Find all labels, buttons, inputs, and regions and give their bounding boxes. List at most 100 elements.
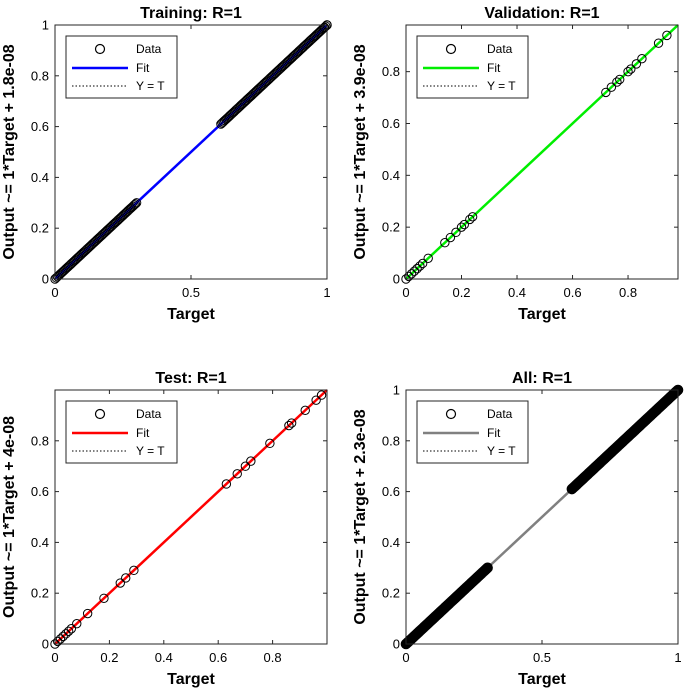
data-point [467, 212, 478, 222]
data-point [626, 64, 636, 74]
legend-data-marker [94, 408, 106, 420]
subplot-title: Validation: R=1 [484, 5, 599, 22]
y-tick-label: 0.6 [31, 119, 49, 134]
data-point [53, 636, 63, 647]
data-point [115, 578, 125, 588]
legend-entry-3: Y = T [487, 79, 516, 93]
y-tick-label: 0.6 [382, 484, 400, 499]
x-axis-label: Target [167, 306, 215, 323]
fit-line [405, 24, 679, 280]
legend-entry-1: Data [136, 42, 162, 56]
data-point [465, 214, 475, 225]
x-tick-label: 0.8 [264, 650, 282, 665]
data-point [129, 565, 139, 576]
data-point [662, 30, 672, 41]
legend-data-marker [445, 408, 457, 420]
subplot-4: 0 0.5 1 0 0.2 0.4 0.6 0.8 1 All: R=1 Target Output … [352, 370, 684, 688]
data-point [451, 227, 461, 238]
x-tick-label: 0 [402, 285, 409, 300]
data-point [72, 618, 82, 629]
data-point [637, 53, 647, 64]
legend-entry-3: Y = T [136, 444, 165, 458]
legend-entry-2: Fit [136, 61, 150, 75]
x-tick-label: 0.6 [209, 650, 227, 665]
axes-box [54, 389, 328, 645]
y-tick-label: 0.4 [382, 168, 400, 183]
data-point [286, 418, 297, 428]
x-tick-label: 1 [323, 285, 330, 300]
data-point [412, 263, 422, 274]
y-tick-label: 0.4 [382, 535, 400, 550]
legend: Data Fit Y = T [416, 400, 529, 464]
data-point [631, 59, 642, 69]
x-tick-label: 0.2 [452, 285, 470, 300]
data-point [82, 608, 93, 619]
data-point [121, 573, 131, 583]
y-tick-label: 0 [42, 637, 49, 652]
data-point [61, 629, 71, 639]
x-axis-label: Target [518, 306, 566, 323]
data-point [284, 420, 294, 431]
subplot-1: 0 0.5 1 0 0.2 0.4 0.6 0.8 1 Training: R=1 Target Ou… [1, 5, 332, 323]
subplot-title: All: R=1 [512, 370, 572, 387]
data-point [246, 456, 256, 466]
x-axis-label: Target [167, 671, 215, 688]
y-tick-label: 0.8 [382, 64, 400, 79]
axes-box [405, 24, 679, 280]
data-point [265, 438, 275, 449]
y-tick-label: 0.8 [31, 433, 49, 448]
x-tick-label: 0.5 [533, 650, 551, 665]
y-tick-label: 0.8 [31, 68, 49, 83]
data-point [66, 624, 77, 634]
data-point [240, 461, 251, 471]
x-tick-label: 0.4 [508, 285, 526, 300]
x-tick-label: 1 [674, 650, 681, 665]
data-point [601, 87, 611, 98]
fit-line [54, 389, 328, 645]
data-point [63, 626, 74, 636]
x-tick-label: 0 [51, 285, 58, 300]
y-tick-label: 0.8 [382, 433, 400, 448]
y-tick-label: 0.4 [31, 535, 49, 550]
data-point [409, 266, 420, 276]
x-axis-label: Target [518, 671, 566, 688]
x-tick-label: 0.4 [155, 650, 173, 665]
legend: Data Fit Y = T [416, 35, 529, 99]
data-point [417, 258, 428, 269]
x-tick-label: 0 [402, 650, 409, 665]
legend-entry-2: Fit [487, 61, 501, 75]
data-point [612, 77, 622, 87]
y-tick-label: 0.6 [31, 484, 49, 499]
data-point [129, 200, 139, 210]
x-tick-label: 0 [51, 650, 58, 665]
data-point [415, 261, 425, 271]
data-point [311, 395, 321, 405]
subplot-title: Test: R=1 [155, 370, 226, 387]
data-point [130, 199, 141, 209]
data-point [653, 38, 664, 48]
subplot-title: Training: R=1 [140, 5, 242, 22]
legend-entry-3: Y = T [487, 444, 516, 458]
legend-data-marker [445, 43, 457, 55]
legend: Data Fit Y = T [65, 35, 178, 99]
legend-entry-2: Fit [136, 426, 150, 440]
data-point [423, 253, 433, 263]
data-point [319, 22, 329, 33]
y-tick-label: 0 [393, 637, 400, 652]
legend-entry-3: Y = T [136, 79, 165, 93]
data-point [232, 469, 242, 479]
data-point [404, 271, 414, 282]
x-tick-label: 0.6 [563, 285, 581, 300]
data-point [321, 21, 331, 31]
data-point [459, 219, 469, 230]
y-tick-label: 1 [42, 18, 49, 33]
y-axis-label: Output ~= 1*Target + 3.9e-08 [352, 44, 369, 259]
data-point [300, 405, 310, 416]
y-tick-label: 0.6 [382, 116, 400, 131]
data-point [221, 479, 232, 489]
x-tick-label: 0.8 [619, 285, 637, 300]
x-tick-label: 0.2 [100, 650, 118, 665]
y-axis-label: Output ~= 1*Target + 4e-08 [1, 416, 18, 618]
y-axis-label: Output ~= 1*Target + 2.3e-08 [352, 409, 369, 624]
